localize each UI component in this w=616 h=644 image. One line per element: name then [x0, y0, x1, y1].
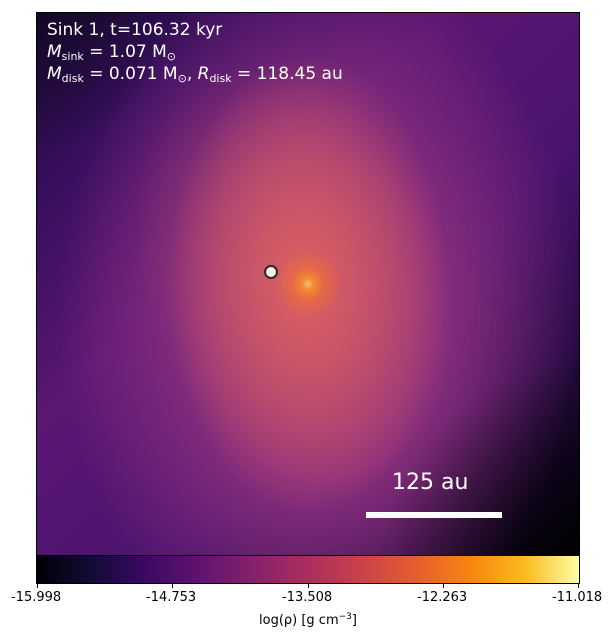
sink-time-label: Sink 1, t=106.32 kyr — [47, 20, 223, 40]
colorbar-tick-label: -14.753 — [146, 590, 197, 605]
colorbar — [36, 555, 580, 584]
colorbar-tick — [37, 583, 38, 588]
colorbar-tick — [578, 583, 579, 588]
sink-marker-icon — [264, 265, 278, 279]
colorbar-tick-label: -11.018 — [552, 590, 603, 605]
colorbar-tick-label: -13.508 — [282, 590, 333, 605]
scale-bar — [366, 512, 502, 518]
colorbar-tick — [443, 583, 444, 588]
colorbar-tick-label: -12.263 — [417, 590, 468, 605]
colorbar-axis-label: log(ρ) [g cm−3] — [259, 612, 357, 628]
colorbar-tick — [308, 583, 309, 588]
colorbar-tick — [172, 583, 173, 588]
sink-mass-label: Msink = 1.07 M⊙ — [47, 42, 177, 63]
scale-bar-label: 125 au — [392, 470, 469, 495]
colorbar-tick-label: -15.998 — [11, 590, 62, 605]
disk-properties-label: Mdisk = 0.071 M⊙, Rdisk = 118.45 au — [47, 64, 343, 85]
density-map — [36, 12, 580, 556]
